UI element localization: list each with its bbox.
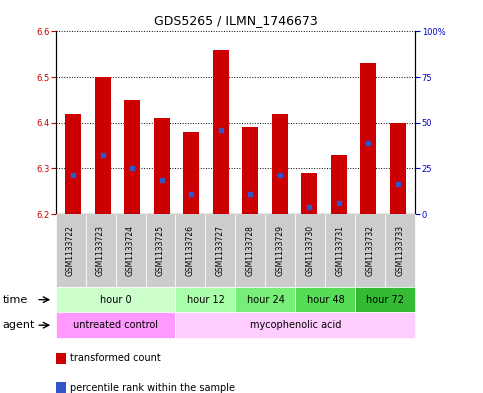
Text: GSM1133729: GSM1133729: [276, 225, 285, 276]
Text: GSM1133733: GSM1133733: [396, 225, 405, 276]
Bar: [124, 100, 141, 214]
Bar: [301, 173, 317, 214]
Text: GSM1133724: GSM1133724: [126, 225, 135, 276]
Bar: [360, 63, 376, 214]
Bar: [330, 155, 347, 214]
Text: GSM1133725: GSM1133725: [156, 225, 165, 276]
Text: hour 12: hour 12: [186, 295, 225, 305]
Bar: [390, 123, 406, 214]
Text: hour 0: hour 0: [99, 295, 131, 305]
Text: GSM1133722: GSM1133722: [66, 225, 75, 276]
Text: percentile rank within the sample: percentile rank within the sample: [70, 383, 235, 393]
Text: untreated control: untreated control: [73, 320, 158, 330]
Bar: [242, 127, 258, 214]
Text: hour 24: hour 24: [246, 295, 284, 305]
Bar: [154, 118, 170, 214]
Text: GSM1133728: GSM1133728: [246, 225, 255, 276]
Text: hour 48: hour 48: [307, 295, 344, 305]
Text: GSM1133727: GSM1133727: [216, 225, 225, 276]
Text: mycophenolic acid: mycophenolic acid: [250, 320, 341, 330]
Text: GSM1133731: GSM1133731: [336, 225, 345, 276]
Bar: [183, 132, 199, 214]
Bar: [271, 114, 288, 214]
Text: GDS5265 / ILMN_1746673: GDS5265 / ILMN_1746673: [154, 14, 317, 27]
Text: time: time: [2, 295, 28, 305]
Bar: [213, 50, 229, 214]
Text: agent: agent: [2, 320, 35, 330]
Text: hour 72: hour 72: [367, 295, 404, 305]
Text: GSM1133726: GSM1133726: [186, 225, 195, 276]
Text: GSM1133730: GSM1133730: [306, 225, 315, 276]
Bar: [95, 77, 111, 214]
Text: transformed count: transformed count: [70, 353, 161, 364]
Bar: [65, 114, 81, 214]
Text: GSM1133723: GSM1133723: [96, 225, 105, 276]
Text: GSM1133732: GSM1133732: [366, 225, 375, 276]
